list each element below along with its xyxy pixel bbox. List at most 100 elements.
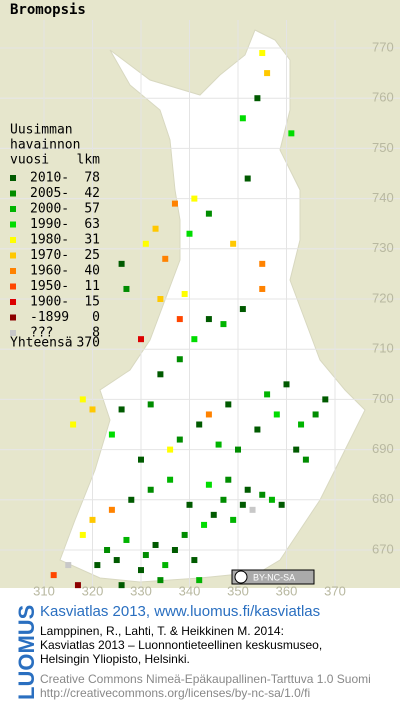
record-point [220,496,227,503]
y-tick-label: 770 [372,39,394,54]
record-point [65,562,72,569]
legend-count: 11 [84,279,100,294]
legend-swatch [10,237,16,243]
legend-label: 1980- [30,233,69,248]
record-point [138,336,144,343]
record-point [225,476,232,483]
record-point [181,290,188,297]
legend-swatch [10,175,16,181]
record-point [244,175,251,182]
finland-outline [59,29,366,583]
record-point [196,577,203,584]
record-point [254,95,261,102]
record-point [157,371,164,378]
record-point [118,260,125,267]
citation: Kasviatlas 2013 – Luonnontieteellinen ke… [40,638,322,652]
record-point [162,562,169,569]
x-tick-label: 350 [227,583,249,598]
footer-heading: Kasviatlas 2013, www.luomus.fi/kasviatla… [40,603,320,620]
record-point [186,230,193,237]
legend-column: vuosi [10,153,49,168]
title: Bromopsis [10,2,86,18]
badge-box [231,569,315,585]
legend-header: Uusimman [10,123,73,138]
record-point [196,421,203,428]
legend-swatch [10,283,16,290]
record-point [70,421,77,428]
y-tick-label: 750 [372,140,394,155]
record-point [205,316,212,323]
record-point [322,396,329,403]
record-point [205,210,212,217]
citation: Lamppinen, R., Lahti, T. & Heikkinen M. … [40,624,284,638]
y-tick-label: 700 [372,391,394,406]
badge-cc [234,570,248,584]
record-point [220,321,227,328]
legend-label: 2010- [30,171,69,186]
record-point [239,115,246,122]
record-point [147,486,154,493]
legend-column: lkm [77,153,101,168]
record-point [268,496,275,503]
record-point [176,316,183,323]
record-point [215,441,222,448]
record-point [230,516,237,523]
citation: Helsingin Yliopisto, Helsinki. [40,652,190,666]
record-point [191,195,198,202]
record-point [74,582,81,589]
x-tick-label: 320 [82,583,104,598]
y-tick-label: 670 [372,541,394,556]
legend-label: 2005- [30,186,69,201]
legend-label: 2000- [30,202,69,217]
record-point [123,536,130,543]
record-point [79,531,86,538]
legend-count: 40 [84,264,100,279]
legend-count: 15 [84,295,100,310]
y-tick-label: 680 [372,491,394,506]
record-point [123,285,130,292]
legend-label: 1900- [30,295,69,310]
record-point [259,260,266,267]
record-point [298,421,305,428]
record-point [205,481,212,488]
y-tick-label: 730 [372,240,394,255]
legend-count: 8 [92,326,100,341]
y-tick-label: 690 [372,441,394,456]
record-point [235,446,241,453]
record-point [142,552,149,559]
record-point [302,456,309,463]
record-point [205,411,212,418]
record-point [152,541,159,548]
legend-total: 370 [77,336,100,351]
legend-total-label: Yhteensä [10,336,73,351]
legend-label: 1970- [30,248,69,263]
legend-label: -1899 [30,310,69,325]
y-tick-label: 760 [372,90,394,105]
record-point [191,336,198,343]
record-point [176,436,183,443]
x-tick-label: 360 [276,583,298,598]
record-point [254,426,261,433]
record-point [128,496,135,503]
record-point [157,577,164,584]
record-point [108,431,115,438]
legend-swatch [10,330,16,336]
record-point [138,567,144,574]
record-point [259,285,266,292]
record-point [244,486,251,493]
record-point [288,130,295,137]
record-point [118,582,125,589]
record-point [201,521,208,528]
record-point [167,476,174,483]
record-point [171,200,178,207]
record-point [249,506,256,513]
legend-count: 63 [84,217,100,232]
record-point [113,557,120,564]
badge-text: BY-NC-SA [253,572,295,582]
record-point [312,411,319,418]
y-tick-label: 710 [372,341,394,356]
record-point [104,547,111,553]
legend-count: 25 [84,248,100,263]
